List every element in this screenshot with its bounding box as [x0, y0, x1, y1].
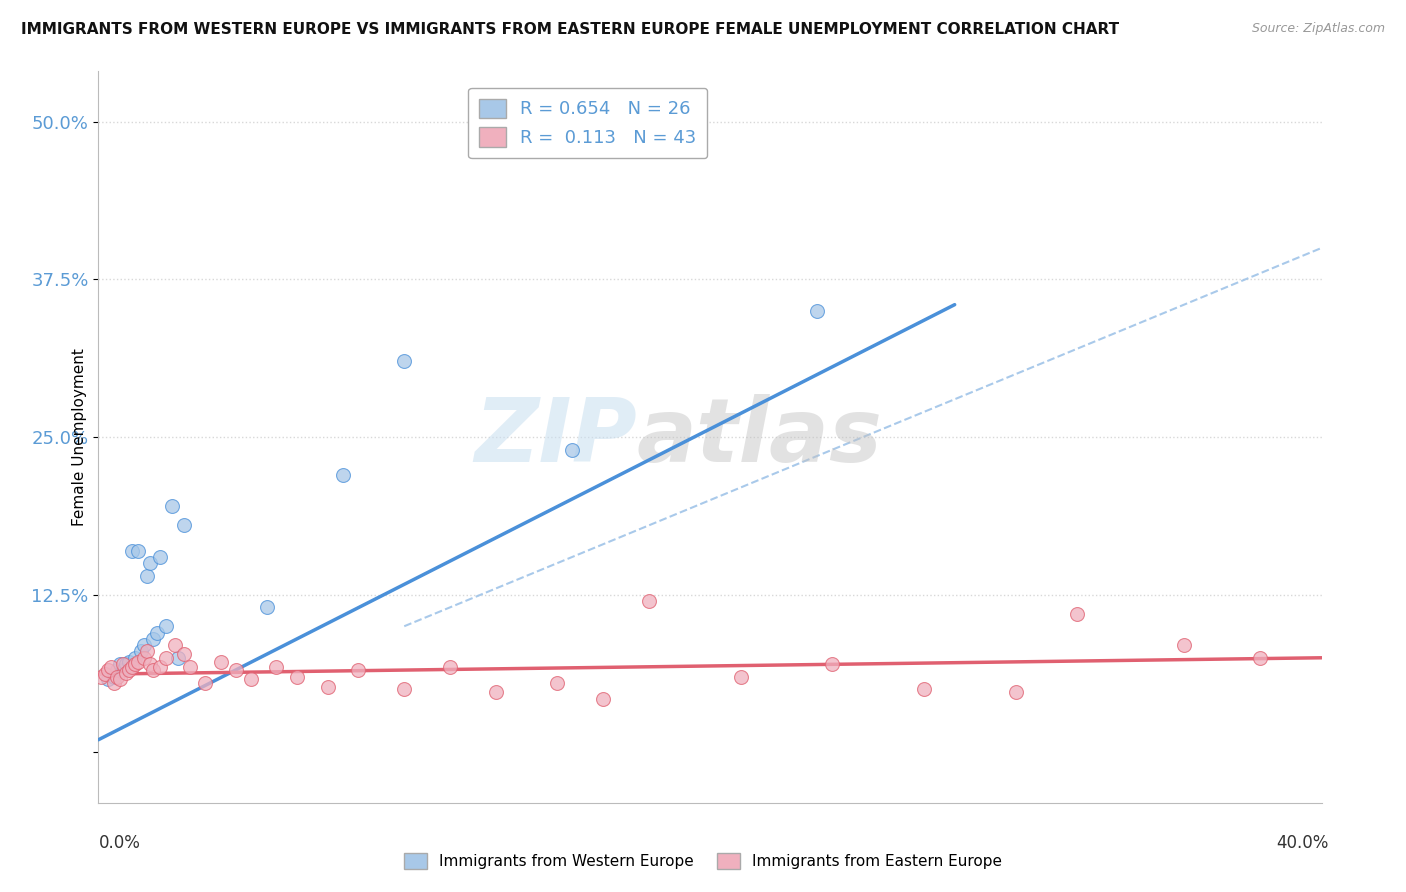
Point — [225, 664, 247, 678]
Point — [485, 685, 508, 699]
Point — [240, 672, 263, 686]
Point — [105, 670, 128, 684]
Legend: R = 0.654   N = 26, R =  0.113   N = 43: R = 0.654 N = 26, R = 0.113 N = 43 — [468, 87, 707, 158]
Text: IMMIGRANTS FROM WESTERN EUROPE VS IMMIGRANTS FROM EASTERN EUROPE FEMALE UNEMPLOY: IMMIGRANTS FROM WESTERN EUROPE VS IMMIGR… — [21, 22, 1119, 37]
Point — [163, 638, 186, 652]
Point — [105, 664, 128, 678]
Point — [806, 304, 828, 318]
Point — [111, 664, 134, 678]
Point — [115, 657, 138, 671]
Text: atlas: atlas — [637, 393, 883, 481]
Point — [127, 655, 149, 669]
Text: Source: ZipAtlas.com: Source: ZipAtlas.com — [1251, 22, 1385, 36]
Point — [561, 442, 583, 457]
Point — [194, 676, 217, 690]
Point — [730, 670, 752, 684]
Point — [392, 354, 416, 368]
Point — [546, 676, 568, 690]
Point — [97, 664, 120, 678]
Point — [118, 655, 141, 669]
Point — [209, 655, 232, 669]
Point — [439, 659, 461, 673]
Point — [167, 650, 190, 665]
Text: 40.0%: 40.0% — [1277, 834, 1329, 852]
Point — [139, 657, 162, 671]
Point — [347, 664, 370, 678]
Point — [149, 659, 172, 673]
Point — [160, 500, 183, 514]
Point — [1004, 685, 1026, 699]
Point — [136, 569, 159, 583]
Point — [108, 672, 131, 686]
Point — [332, 467, 354, 482]
Point — [97, 672, 120, 686]
Text: ZIP: ZIP — [474, 393, 637, 481]
Point — [127, 543, 149, 558]
Point — [121, 543, 143, 558]
Point — [173, 518, 195, 533]
Point — [134, 650, 156, 665]
Point — [592, 692, 614, 706]
Point — [121, 659, 143, 673]
Point — [1066, 607, 1088, 621]
Legend: Immigrants from Western Europe, Immigrants from Eastern Europe: Immigrants from Western Europe, Immigran… — [398, 847, 1008, 875]
Point — [821, 657, 844, 671]
Point — [155, 650, 177, 665]
Point — [111, 657, 134, 671]
Y-axis label: Female Unemployment: Female Unemployment — [72, 348, 87, 526]
Point — [90, 670, 112, 684]
Point — [115, 665, 138, 680]
Point — [1173, 638, 1195, 652]
Point — [100, 659, 122, 673]
Point — [173, 647, 195, 661]
Point — [912, 682, 935, 697]
Point — [285, 670, 308, 684]
Point — [118, 664, 141, 678]
Point — [155, 619, 177, 633]
Point — [142, 664, 165, 678]
Point — [136, 644, 159, 658]
Point — [93, 667, 115, 681]
Point — [108, 657, 131, 671]
Point — [124, 650, 146, 665]
Point — [134, 638, 156, 652]
Point — [316, 680, 339, 694]
Point — [103, 670, 125, 684]
Point — [129, 644, 152, 658]
Point — [103, 676, 125, 690]
Point — [1249, 650, 1271, 665]
Point — [139, 556, 162, 570]
Point — [256, 600, 278, 615]
Point — [179, 659, 201, 673]
Point — [264, 659, 287, 673]
Point — [637, 594, 661, 608]
Point — [145, 625, 167, 640]
Text: 0.0%: 0.0% — [98, 834, 141, 852]
Point — [392, 682, 416, 697]
Point — [124, 657, 146, 671]
Point — [142, 632, 165, 646]
Point — [149, 549, 172, 564]
